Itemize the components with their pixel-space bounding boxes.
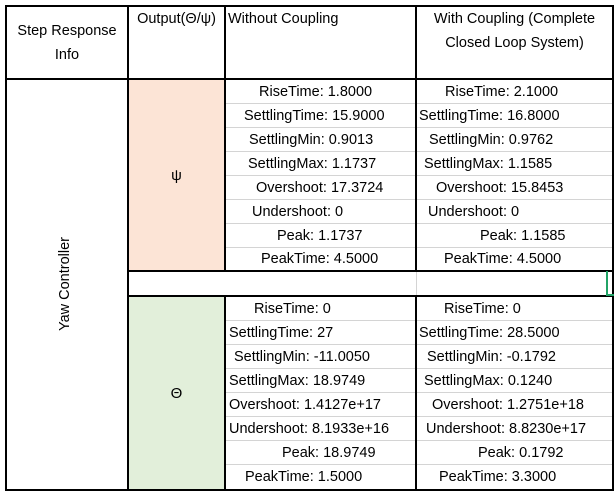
yaw-controller-cell[interactable]: Yaw Controller [7, 80, 127, 489]
psi-with-peak[interactable]: Peak: 1.1585 [480, 227, 566, 244]
theta-with-settling-max[interactable]: SettlingMax: 0.1240 [424, 372, 553, 389]
theta-without-overshoot[interactable]: Overshoot: 1.4127e+17 [229, 396, 381, 413]
psi-with-undershoot[interactable]: Undershoot: 0 [428, 203, 520, 220]
psi-without-settling-max[interactable]: SettlingMax: 1.1737 [248, 155, 377, 172]
theta-without-settling-time[interactable]: SettlingTime: 27 [229, 324, 334, 341]
header-without-label: Without Coupling [228, 11, 339, 27]
psi-without-settling-time[interactable]: SettlingTime: 15.9000 [244, 107, 385, 124]
psi-without-peak[interactable]: Peak: 1.1737 [277, 227, 363, 244]
psi-symbol-cell[interactable]: ψ [129, 80, 224, 270]
psi-with-overshoot[interactable]: Overshoot: 15.8453 [436, 179, 564, 196]
theta-with-peak-time[interactable]: PeakTime: 3.3000 [439, 468, 557, 485]
theta-with-rise-time[interactable]: RiseTime: 0 [444, 300, 521, 317]
psi-with-settling-time[interactable]: SettlingTime: 16.8000 [419, 107, 560, 124]
psi-with-settling-min[interactable]: SettlingMin: 0.9762 [429, 131, 554, 148]
psi-without-settling-min[interactable]: SettlingMin: 0.9013 [249, 131, 374, 148]
theta-symbol-cell[interactable]: Θ [129, 297, 224, 489]
psi-symbol: ψ [171, 166, 182, 184]
psi-with-peak-time[interactable]: PeakTime: 4.5000 [444, 251, 562, 267]
header-output-label: Output(Θ/ψ) [137, 11, 216, 27]
theta-without-undershoot[interactable]: Undershoot: 8.1933e+16 [229, 420, 390, 437]
header-without-coupling[interactable]: Without Coupling [228, 7, 414, 31]
theta-without-rise-time[interactable]: RiseTime: 0 [254, 300, 331, 317]
yaw-controller-label: Yaw Controller [57, 236, 73, 332]
theta-symbol: Θ [170, 384, 183, 402]
theta-with-overshoot[interactable]: Overshoot: 1.2751e+18 [432, 396, 584, 413]
theta-with-undershoot[interactable]: Undershoot: 8.8230e+17 [426, 420, 587, 437]
psi-without-overshoot[interactable]: Overshoot: 17.3724 [256, 179, 384, 196]
header-info-line2: Info [54, 46, 80, 63]
psi-without-undershoot[interactable]: Undershoot: 0 [252, 203, 344, 220]
header-output[interactable]: Output(Θ/ψ) [129, 7, 224, 31]
theta-with-peak[interactable]: Peak: 0.1792 [478, 444, 564, 461]
psi-with-rise-time[interactable]: RiseTime: 2.1000 [445, 83, 559, 100]
header-info-line1: Step Response [17, 22, 117, 39]
psi-without-rise-time[interactable]: RiseTime: 1.8000 [259, 83, 373, 100]
theta-with-settling-time[interactable]: SettlingTime: 28.5000 [419, 324, 560, 341]
header-with-line1: With Coupling (Complete [433, 11, 596, 27]
header-with-line2: Closed Loop System) [445, 35, 584, 51]
theta-without-peak[interactable]: Peak: 18.9749 [282, 444, 376, 461]
psi-with-settling-max[interactable]: SettlingMax: 1.1585 [424, 155, 553, 172]
theta-without-settling-min[interactable]: SettlingMin: -11.0050 [234, 348, 370, 365]
theta-without-settling-max[interactable]: SettlingMax: 18.9749 [229, 372, 366, 389]
selection-border [606, 271, 614, 296]
psi-cell-fill [128, 79, 225, 271]
psi-without-peak-time[interactable]: PeakTime: 4.5000 [261, 251, 379, 267]
theta-cell-fill [128, 296, 225, 490]
header-step-response-info[interactable]: Step Response Info [7, 7, 127, 78]
theta-without-peak-time[interactable]: PeakTime: 1.5000 [245, 468, 363, 485]
header-with-coupling[interactable]: With Coupling (Complete Closed Loop Syst… [417, 7, 612, 78]
theta-with-settling-min[interactable]: SettlingMin: -0.1792 [427, 348, 556, 365]
